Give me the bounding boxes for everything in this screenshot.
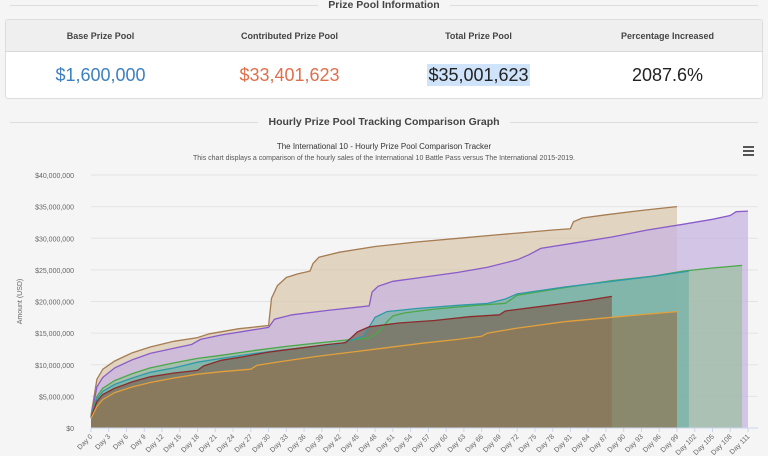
graph-section-heading: Hourly Prize Pool Tracking Comparison Gr…: [0, 115, 768, 129]
series-line-dark-red: [90, 295, 613, 419]
series-area-orange: [91, 311, 677, 428]
graph-section-title: Hourly Prize Pool Tracking Comparison Gr…: [268, 116, 500, 128]
x-tick-label: Day 36: [287, 433, 308, 454]
x-tick-label: Day 3: [94, 433, 112, 451]
x-tick-label: Day 39: [305, 433, 326, 454]
x-tick-label: Day 60: [429, 433, 450, 454]
hamburger-menu-icon[interactable]: [743, 146, 754, 156]
percentage-increased-value: 2087.6%: [573, 52, 762, 98]
chart-subtitle: This chart displays a comparison of the …: [193, 155, 575, 162]
total-value-text: $35,001,623: [427, 64, 530, 86]
y-tick-label: $5,000,000: [39, 394, 74, 401]
x-tick-label: Day 24: [216, 433, 237, 454]
y-tick-label: $0: [66, 426, 74, 433]
x-tick-label: Day 48: [358, 433, 379, 454]
y-tick-label: $20,000,000: [35, 300, 74, 307]
x-tick-label: Day 78: [535, 433, 556, 454]
x-tick-label: Day 54: [393, 433, 414, 454]
header-percentage-increased: Percentage Increased: [620, 31, 715, 41]
y-tick-label: $40,000,000: [35, 173, 74, 180]
x-tick-label: Day 6: [112, 433, 130, 451]
x-tick-label: Day 81: [553, 433, 574, 454]
x-tick-label: Day 90: [606, 433, 627, 454]
base-value-text: $1,600,000: [55, 65, 146, 85]
percentage-value-text: 2087.6%: [631, 65, 704, 85]
x-tick-label: Day 72: [500, 433, 521, 454]
x-tick-label: Day 84: [571, 433, 592, 454]
x-tick-label: Day 75: [518, 433, 539, 454]
x-tick-label: Day 0: [77, 433, 95, 451]
y-tick-label: $15,000,000: [35, 331, 74, 338]
x-tick-label: Day 96: [642, 433, 663, 454]
header-contributed-prize-pool: Contributed Prize Pool: [240, 31, 338, 41]
header-base-prize-pool: Base Prize Pool: [66, 31, 135, 41]
x-tick-label: Day 21: [198, 433, 219, 454]
series-line-brown: [90, 205, 678, 416]
stats-value-row: $1,600,000 $33,401,623 $35,001,623 2087.…: [6, 52, 762, 98]
total-prize-pool-value: $35,001,623: [384, 52, 573, 98]
series-line-teal: [90, 270, 689, 417]
x-tick-label: Day 111: [729, 433, 752, 456]
x-tick-label: Day 15: [163, 433, 184, 454]
x-tick-label: Day 18: [180, 433, 201, 454]
prize-pool-chart: $0 $5,000,000 $10,000,000 $15,000,000 $20,00…: [17, 173, 758, 456]
base-prize-pool-value: $1,600,000: [6, 52, 195, 98]
x-tick-label: Day 66: [464, 433, 485, 454]
chart-title: The International 10 - Hourly Prize Pool…: [276, 142, 492, 151]
prize-pool-stats-table: Base Prize Pool Contributed Prize Pool T…: [5, 19, 763, 99]
y-tick-label: $35,000,000: [35, 205, 74, 212]
stats-header-row: Base Prize Pool Contributed Prize Pool T…: [6, 20, 762, 52]
x-tick-label: Day 87: [589, 433, 610, 454]
y-tick-label: $10,000,000: [35, 363, 74, 370]
x-tick-label: Day 12: [145, 433, 166, 454]
x-tick-label: Day 51: [376, 433, 397, 454]
contributed-value-text: $33,401,623: [239, 65, 340, 85]
series-line-purple: [90, 210, 749, 419]
x-tick-label: Day 69: [482, 433, 503, 454]
x-tick-label: Day 33: [269, 433, 290, 454]
x-tick-label: Day 42: [322, 433, 343, 454]
header-total-prize-pool: Total Prize Pool: [445, 31, 512, 41]
y-tick-label: $30,000,000: [35, 236, 74, 243]
x-tick-label: Day 45: [340, 433, 361, 454]
x-tick-label: Day 57: [411, 433, 432, 454]
x-tick-label: Day 93: [624, 433, 645, 454]
contributed-prize-pool-value: $33,401,623: [195, 52, 384, 98]
series-line-orange: [90, 310, 678, 419]
y-axis-label: Amount (USD): [17, 279, 24, 325]
prize-pool-info-heading: Prize Pool Information: [0, 0, 768, 12]
x-tick-label: Day 30: [251, 433, 272, 454]
prize-pool-info-title: Prize Pool Information: [328, 0, 440, 11]
x-tick-label: Day 63: [447, 433, 468, 454]
x-tick-label: Day 27: [234, 433, 255, 454]
y-tick-label: $25,000,000: [35, 268, 74, 275]
